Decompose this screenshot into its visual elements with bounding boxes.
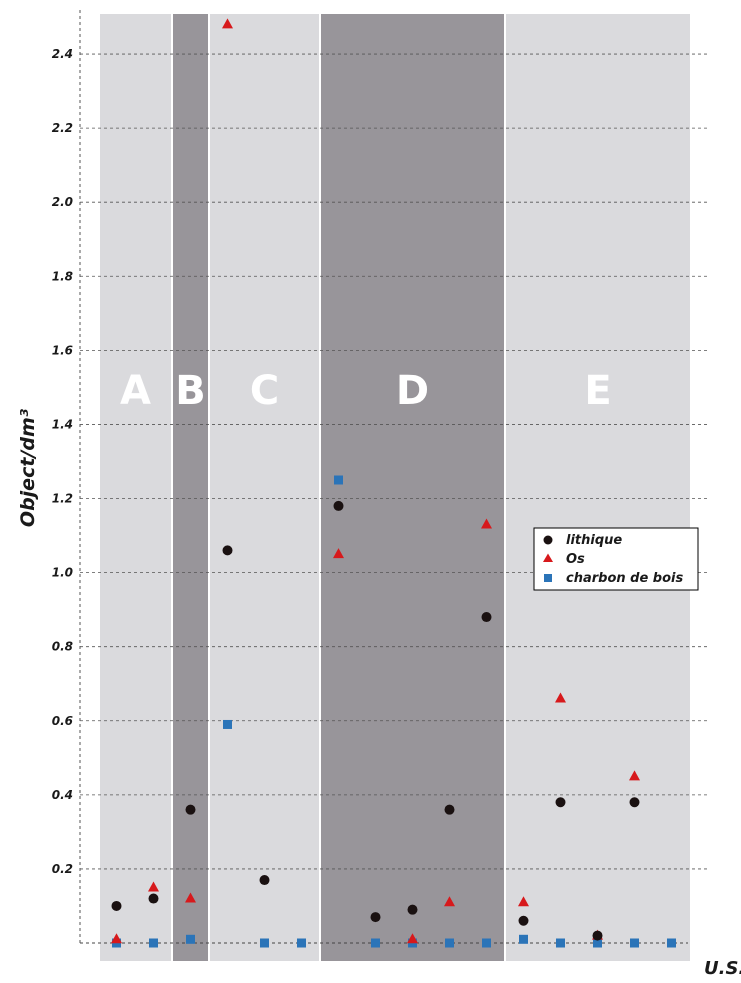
y-tick-0-6: 0.6 [52, 714, 73, 728]
point-os-103 [555, 692, 566, 703]
data-points [111, 18, 676, 948]
point-lithique-303 [148, 893, 159, 904]
y-tick-labels: 0.2 0.4 0.6 0.8 1.0 1.2 1.4 1.6 1.8 2.0 2.2 2.4 [52, 47, 73, 876]
zone-label-b: B [175, 368, 206, 414]
point-charbon-de-bois-401 [260, 938, 269, 948]
zone-label-e: E [584, 368, 611, 414]
category-label-205: 205 [407, 960, 434, 978]
category-label-202: 202 [592, 960, 619, 978]
category-label-304: 304 [666, 960, 693, 978]
x-axis-label: U.S. [704, 958, 741, 979]
point-charbon-de-bois-202 [593, 938, 602, 948]
zone-backgrounds [100, 14, 690, 961]
legend: lithique Os charbon de bois [533, 527, 699, 591]
point-lithique-203 [370, 912, 381, 923]
point-os-102 [518, 896, 529, 907]
y-tick-2-2: 2.2 [52, 121, 73, 135]
point-lithique-206 [444, 804, 455, 815]
y-tick-1-0: 1.0 [52, 566, 73, 580]
zone-label-c: C [250, 368, 279, 414]
point-charbon-de-bois-303 [149, 938, 158, 948]
y-tick-2-0: 2.0 [52, 195, 73, 209]
point-lithique-106 [185, 804, 196, 815]
legend-marker-os [543, 553, 553, 562]
category-label-208: 208 [111, 960, 138, 978]
point-lithique-401 [259, 875, 270, 886]
category-label-105: 105 [333, 960, 360, 978]
point-charbon-de-bois-104 [223, 719, 232, 729]
point-charbon-de-bois-402 [297, 938, 306, 948]
zone-b [173, 14, 208, 961]
point-charbon-de-bois-103 [556, 938, 565, 948]
category-label-104: 104 [222, 960, 249, 978]
point-charbon-de-bois-106 [186, 934, 195, 944]
point-lithique-102 [518, 915, 529, 926]
y-tick-1-6: 1.6 [52, 343, 73, 357]
category-label-106: 106 [185, 960, 212, 978]
point-os-104 [222, 18, 233, 29]
point-charbon-de-bois-206 [445, 938, 454, 948]
point-charbon-de-bois-207 [482, 938, 491, 948]
zone-e [506, 14, 690, 961]
category-label-103: 103 [555, 960, 582, 978]
legend-marker-lithique [543, 535, 553, 545]
legend-label-charbon: charbon de bois [566, 571, 684, 586]
category-label-203: 203 [370, 960, 397, 978]
point-os-207 [481, 518, 492, 529]
zone-d [321, 14, 504, 961]
point-lithique-105 [333, 500, 344, 511]
point-os-206 [444, 896, 455, 907]
y-axis-label: Object/dm³ [17, 408, 39, 527]
point-os-302 [629, 770, 640, 781]
y-tick-1-4: 1.4 [52, 417, 73, 431]
point-lithique-104 [222, 545, 233, 556]
point-charbon-de-bois-302 [630, 938, 639, 948]
point-charbon-de-bois-203 [371, 938, 380, 948]
point-os-208 [111, 933, 122, 944]
point-charbon-de-bois-304 [667, 938, 676, 948]
y-tick-1-8: 1.8 [52, 269, 73, 283]
y-tick-1-2: 1.2 [52, 492, 73, 506]
category-label-207: 207 [481, 960, 508, 978]
point-lithique-205 [407, 904, 418, 915]
category-label-302: 302 [629, 960, 656, 978]
category-label-402: 402 [296, 960, 323, 978]
point-lithique-207 [481, 612, 492, 623]
point-lithique-302 [629, 797, 640, 808]
y-tick-0-8: 0.8 [52, 640, 73, 654]
y-tick-0-2: 0.2 [52, 862, 73, 876]
point-lithique-103 [555, 797, 566, 808]
point-os-303 [148, 881, 159, 892]
point-lithique-208 [111, 900, 122, 911]
legend-label-lithique: lithique [566, 533, 622, 548]
point-lithique-202 [592, 930, 603, 941]
zone-c [210, 14, 319, 961]
legend-box [533, 527, 699, 591]
y-tick-0-4: 0.4 [52, 788, 73, 802]
category-label-102: 102 [518, 960, 545, 978]
legend-label-os: Os [566, 552, 585, 567]
category-labels: 208 303 106 104 401 402 105 203 205 206 207 102 103 2… [111, 960, 693, 978]
zone-label-d: D [396, 368, 429, 414]
point-charbon-de-bois-102 [519, 934, 528, 944]
point-os-205 [407, 933, 418, 944]
legend-marker-charbon [544, 574, 552, 582]
y-tick-2-4: 2.4 [52, 47, 73, 61]
category-label-303: 303 [148, 960, 175, 978]
category-label-401: 401 [259, 960, 286, 978]
zone-a [100, 14, 171, 961]
zone-label-a: A [120, 368, 151, 414]
category-label-206: 206 [444, 960, 471, 978]
point-os-106 [185, 892, 196, 903]
point-charbon-de-bois-105 [334, 475, 343, 485]
point-os-105 [333, 548, 344, 559]
